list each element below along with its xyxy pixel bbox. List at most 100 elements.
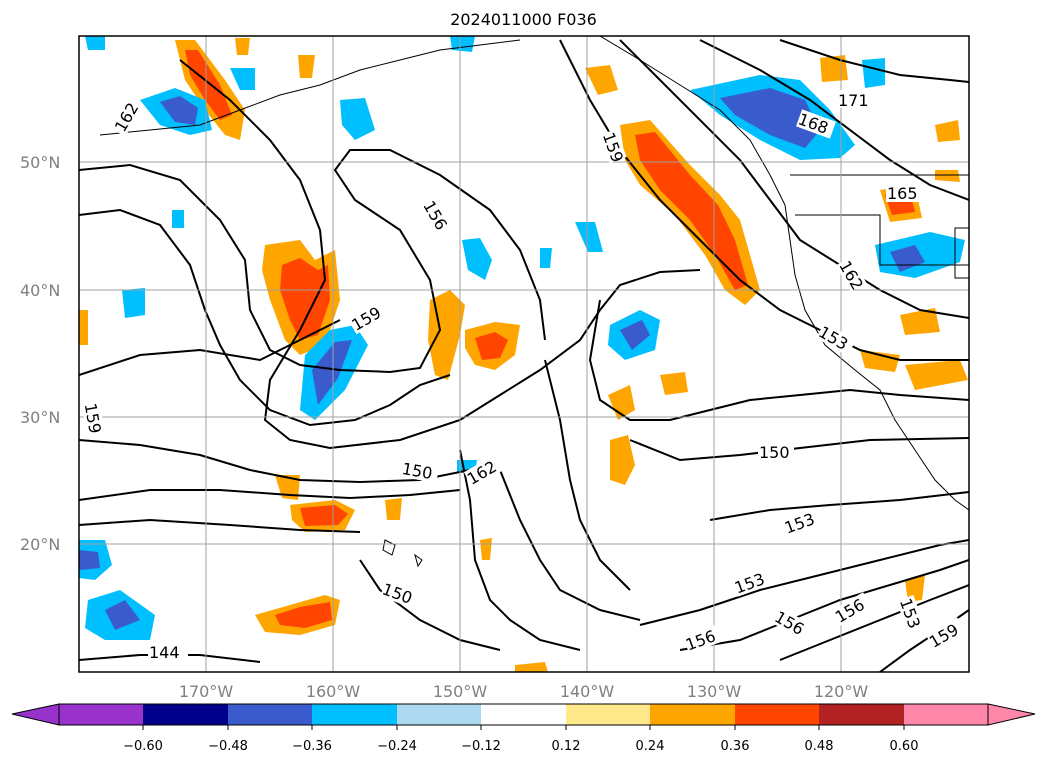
cool-anomaly-blob <box>540 248 552 268</box>
cool-anomaly-blob <box>462 238 492 280</box>
colorbar-segment <box>650 704 735 725</box>
contour-line <box>459 449 581 651</box>
cool-anomaly-blob <box>122 288 145 318</box>
colorbar-tick-label: −0.60 <box>123 739 163 754</box>
colorbar-segment <box>481 704 566 725</box>
warm-anomaly-blob <box>935 170 960 182</box>
contour-label: 144 <box>149 643 180 662</box>
colorbar-segment <box>59 704 143 725</box>
alaska-coast <box>99 39 521 136</box>
contour-line <box>709 491 969 521</box>
warm-anomaly-blob <box>900 308 940 335</box>
warm-anomaly-blob <box>385 498 402 520</box>
cool-anomaly-core <box>79 550 100 570</box>
colorbar-ticks <box>142 725 905 730</box>
cool-anomaly-blob <box>575 222 603 252</box>
map-frame <box>78 35 970 673</box>
colorbar-tick-label: 0.60 <box>890 739 919 754</box>
warm-anomaly-core <box>275 602 332 628</box>
contour-line <box>79 208 451 427</box>
contour-line <box>544 359 631 591</box>
warm-anomaly-blob <box>608 385 635 420</box>
warm-anomaly-blob <box>480 538 492 560</box>
map-title: 2024011000 F036 <box>450 10 597 29</box>
warm-anomaly-core <box>635 132 748 290</box>
cool-anomaly-core <box>720 88 820 148</box>
colorbar-frame <box>58 703 989 726</box>
warm-anomaly-blob <box>235 38 250 55</box>
latitude-labels: 50°N 40°N 30°N 20°N <box>20 153 60 554</box>
state-border-line <box>954 227 969 279</box>
colorbar-extend-low <box>11 703 60 726</box>
cool-anomaly-blob <box>862 58 885 88</box>
cool-anomaly-core <box>105 600 140 630</box>
cool-anomaly-core <box>620 320 650 350</box>
warm-anomaly-blob <box>515 662 548 672</box>
cool-anomaly-blob <box>340 98 375 140</box>
contour-line <box>79 319 341 376</box>
lon-label: 130°W <box>687 682 742 701</box>
graticule <box>79 36 969 672</box>
contour-line <box>79 149 546 374</box>
colorbar-segment <box>228 704 312 725</box>
warm-anomaly-blob <box>860 350 900 372</box>
colorbar-tick-label: −0.48 <box>208 739 248 754</box>
contour-line <box>359 559 501 651</box>
contour-line <box>619 39 969 319</box>
warm-anomaly-core <box>185 50 232 120</box>
colorbar-extend-high <box>987 703 1036 726</box>
lat-label: 20°N <box>20 535 60 554</box>
lon-label: 120°W <box>814 682 869 701</box>
colorbar-tick-label: 0.12 <box>552 739 581 754</box>
warm-anomaly-blob <box>905 360 968 390</box>
contour-line <box>699 39 969 201</box>
warm-anomaly-blob <box>79 310 88 345</box>
colorbar-tick-label: −0.36 <box>292 739 332 754</box>
cool-anomaly-core <box>312 340 352 405</box>
contour-line <box>79 489 461 501</box>
warm-anomaly-blob <box>660 372 688 395</box>
contour-line <box>679 559 969 651</box>
colorbar-tick-label: 0.48 <box>805 739 834 754</box>
cool-anomaly-core <box>160 96 198 125</box>
shaded-anomaly-layer <box>79 36 968 672</box>
hawaii-islands <box>382 539 423 568</box>
colorbar-tick-label: 0.36 <box>721 739 750 754</box>
contour-line <box>79 439 471 484</box>
warm-anomaly-blob <box>905 575 925 602</box>
lat-label: 40°N <box>20 281 60 300</box>
contour-line <box>79 518 361 533</box>
contour-line <box>779 584 969 661</box>
lat-label: 50°N <box>20 153 60 172</box>
colorbar-segment <box>819 704 904 725</box>
contour-line <box>779 39 969 83</box>
colorbar-tick-label: −0.12 <box>461 739 501 754</box>
cool-anomaly-blob <box>85 36 105 50</box>
lon-label: 160°W <box>306 682 361 701</box>
warm-anomaly-blob <box>298 55 315 78</box>
colorbar-tick-label: −0.24 <box>377 739 417 754</box>
contour-line <box>588 299 969 421</box>
colorbar-segment <box>566 704 650 725</box>
contour-label: 165 <box>887 184 918 203</box>
longitude-labels: 170°W 160°W 150°W 140°W 130°W 120°W <box>179 682 869 701</box>
cool-anomaly-blob <box>172 210 184 228</box>
warm-anomaly-core <box>475 332 508 360</box>
lat-label: 30°N <box>20 408 60 427</box>
state-border-line <box>795 214 969 266</box>
contour-label: 171 <box>838 91 869 110</box>
colorbar-segment <box>735 704 819 725</box>
colorbar-segment <box>904 704 988 725</box>
colorbar-segment <box>143 704 228 725</box>
lon-label: 150°W <box>433 682 488 701</box>
warm-anomaly-blob <box>935 120 960 142</box>
warm-anomaly-blob <box>610 435 635 485</box>
contour-line <box>639 539 969 626</box>
colorbar: −0.60 −0.48 −0.36 −0.24 −0.12 0.12 0.24 … <box>11 703 1036 754</box>
cool-anomaly-blob <box>230 68 255 90</box>
cool-anomaly-blob <box>450 36 475 52</box>
contour-label: 150 <box>759 443 790 462</box>
colorbar-tick-label: 0.24 <box>636 739 665 754</box>
lon-label: 140°W <box>560 682 615 701</box>
